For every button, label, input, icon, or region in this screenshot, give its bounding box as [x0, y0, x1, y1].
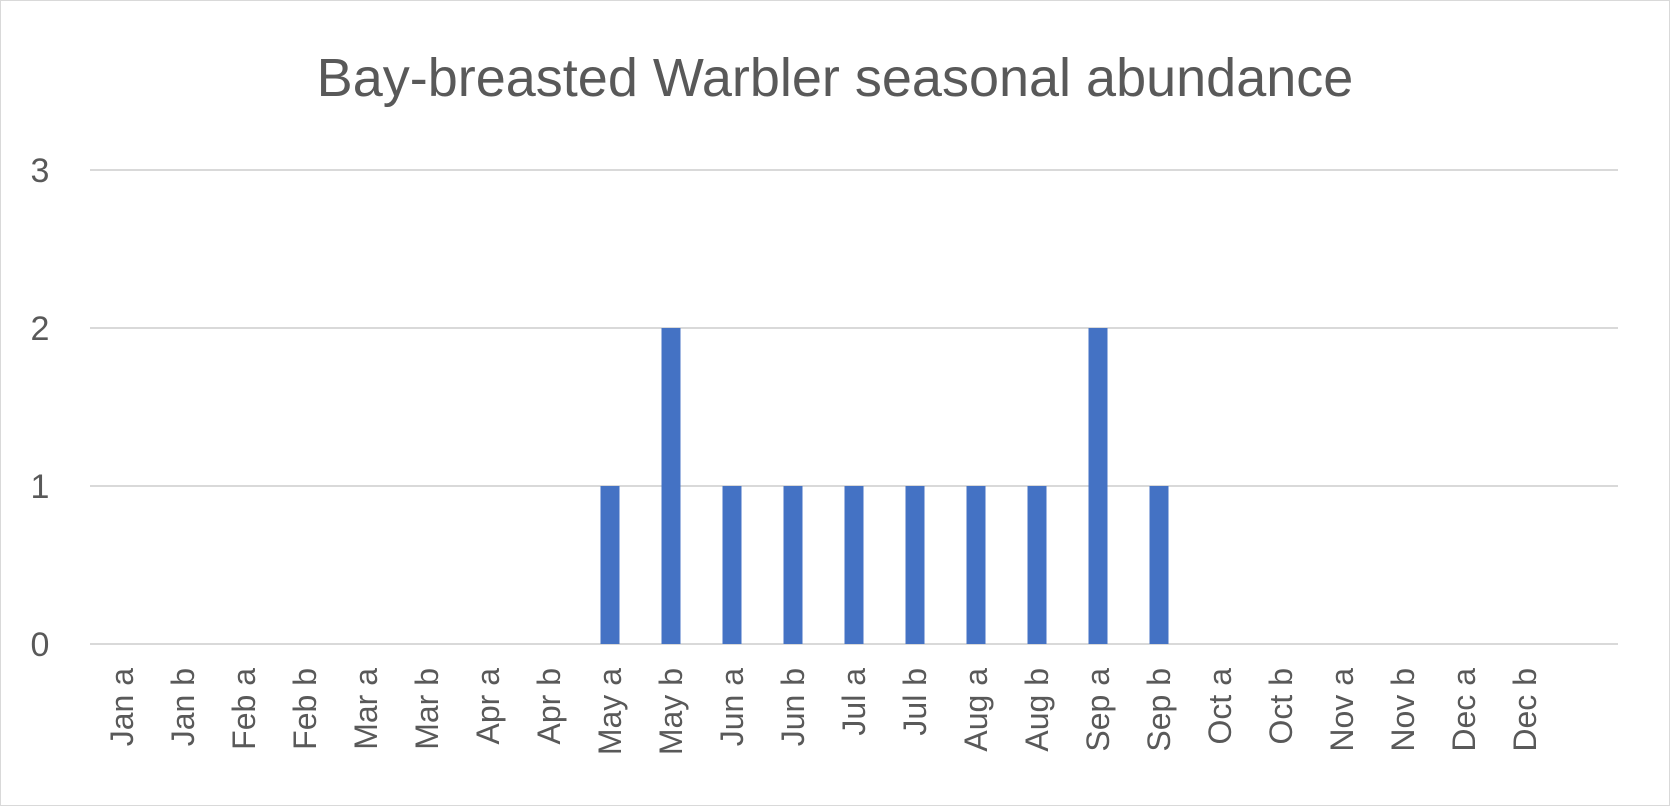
bar-may-b — [661, 328, 681, 644]
x-tick-label: Mar a — [348, 668, 384, 750]
x-tick-label: Dec a — [1446, 668, 1482, 752]
x-tick-label: Feb b — [287, 668, 323, 750]
x-tick-label: Jul a — [836, 668, 872, 736]
y-tick-label: 0 — [31, 626, 50, 664]
x-tick-label: Aug b — [1019, 668, 1055, 752]
x-tick-label: Jan b — [165, 668, 201, 746]
bar-may-a — [600, 486, 620, 644]
bar-aug-b — [1027, 486, 1047, 644]
bars — [600, 328, 1169, 644]
bar-jun-b — [783, 486, 803, 644]
bar-jul-a — [844, 486, 864, 644]
bar-sep-a — [1088, 328, 1108, 644]
y-axis-ticks: 0 1 2 3 — [31, 152, 50, 664]
chart-title: Bay-breasted Warbler seasonal abundance — [317, 48, 1354, 108]
x-axis-ticks: Jan a Jan b Feb a Feb b Mar a Mar b Apr a Apr b… — [104, 668, 1543, 755]
x-tick-label: Feb a — [226, 668, 262, 750]
y-tick-label: 2 — [31, 310, 50, 348]
x-tick-label: Jun b — [775, 668, 811, 746]
y-tick-label: 1 — [31, 468, 50, 506]
x-tick-label: Apr b — [531, 668, 567, 744]
y-tick-label: 3 — [31, 152, 50, 190]
x-tick-label: Jun a — [714, 668, 750, 746]
x-tick-label: Jul b — [897, 668, 933, 736]
x-tick-label: May a — [592, 668, 628, 755]
x-tick-label: Apr a — [470, 668, 506, 745]
bar-sep-b — [1149, 486, 1169, 644]
x-tick-label: May b — [653, 668, 689, 755]
bar-jul-b — [905, 486, 925, 644]
x-tick-label: Nov b — [1385, 668, 1421, 752]
x-tick-label: Sep b — [1141, 668, 1177, 752]
x-tick-label: Dec b — [1507, 668, 1543, 752]
x-tick-label: Jan a — [104, 668, 140, 746]
x-tick-label: Mar b — [409, 668, 445, 750]
x-tick-label: Nov a — [1324, 668, 1360, 752]
x-tick-label: Sep a — [1080, 668, 1116, 752]
bar-jun-a — [722, 486, 742, 644]
bar-aug-a — [966, 486, 986, 644]
x-tick-label: Aug a — [958, 668, 994, 752]
x-tick-label: Oct b — [1263, 668, 1299, 744]
x-tick-label: Oct a — [1202, 668, 1238, 745]
